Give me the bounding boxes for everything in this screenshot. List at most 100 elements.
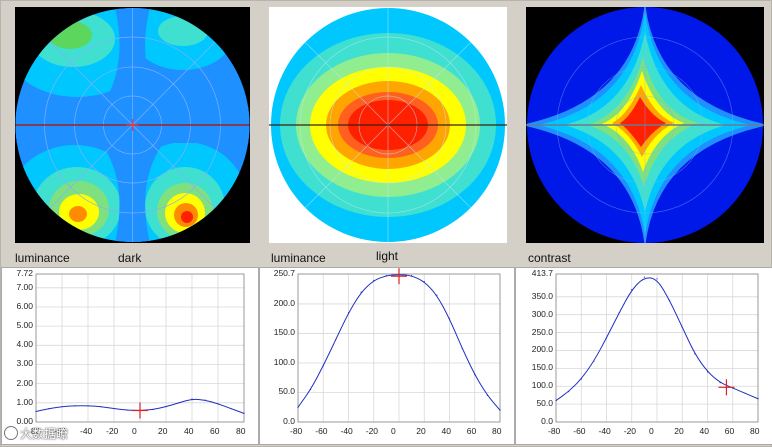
panel-caption-right: dark (118, 251, 142, 265)
contour-band (181, 211, 193, 223)
data-point (631, 289, 633, 291)
center-marker (126, 119, 139, 131)
data-point (48, 407, 50, 410)
x-tick-label: 80 (492, 426, 502, 436)
x-tick-label: -80 (28, 426, 41, 436)
y-tick-label: 50.0 (278, 386, 295, 397)
y-tick-label: 6.00 (16, 300, 33, 311)
data-point (448, 318, 451, 320)
contrast-profile-chart: 413.7 350.0 300.0 250.0 200.0 150.0 100.0 50.0 0… (515, 267, 772, 445)
data-point (61, 406, 63, 408)
data-point (310, 388, 312, 391)
cursor-marker[interactable] (132, 402, 148, 419)
luminance-light-contour-plot (269, 7, 507, 243)
watermark-logo-icon (4, 426, 18, 440)
contour-band (48, 21, 92, 49)
y-tick-label: 7.00 (16, 281, 33, 292)
data-point (694, 353, 696, 355)
data-point (436, 294, 438, 296)
data-point (669, 299, 671, 301)
x-tick-label: -60 (54, 426, 67, 436)
cursor-marker[interactable] (718, 379, 735, 396)
data-point (297, 406, 299, 408)
series-line (555, 277, 759, 401)
x-tick-label: 80 (236, 426, 246, 436)
x-tick-label: 20 (674, 426, 684, 436)
data-point (474, 374, 476, 376)
x-tick-label: 0 (391, 426, 396, 436)
x-tick-label: -40 (80, 426, 93, 436)
y-tick-label: 50.0 (536, 398, 553, 409)
y-tick-label: 350.0 (531, 290, 553, 301)
x-tick-label: 60 (210, 426, 220, 436)
data-point (243, 412, 245, 414)
data-point (385, 274, 387, 277)
data-point (499, 409, 501, 411)
data-point (486, 394, 488, 397)
data-point (87, 405, 89, 407)
y-tick-label: 1.00 (16, 396, 33, 407)
data-point (347, 312, 350, 314)
data-point (204, 399, 206, 401)
data-point (643, 276, 645, 278)
data-point (593, 360, 595, 362)
data-point (322, 365, 324, 367)
y-tick-label: 150.0 (531, 362, 553, 373)
panel-caption-left: luminance (15, 251, 70, 265)
data-point (568, 390, 570, 393)
y-tick-label: 250.7 (273, 268, 295, 278)
x-tick-label: -40 (598, 426, 611, 436)
data-point (656, 278, 658, 280)
x-tick-label: -60 (315, 426, 328, 436)
y-tick-label: 3.00 (16, 358, 33, 369)
x-tick-label: -80 (548, 426, 561, 436)
data-point (757, 398, 759, 400)
y-tick-label: 200.0 (531, 344, 553, 355)
y-tick-label: 4.00 (16, 339, 33, 350)
data-point (360, 291, 362, 293)
x-tick-label: 0 (132, 426, 137, 436)
x-tick-label: -60 (573, 426, 586, 436)
data-point (217, 403, 219, 405)
data-point (461, 347, 463, 349)
x-tick-label: -20 (623, 426, 637, 436)
data-point (113, 407, 115, 410)
data-point (618, 312, 620, 314)
x-tick-label: 0 (649, 426, 654, 436)
luminance-dark-profile-chart: 7.72 7.00 6.00 5.00 4.00 3.00 2.00 1.00 0.00 -80 -… (1, 267, 259, 445)
data-point (74, 405, 76, 407)
x-tick-label: 60 (466, 426, 477, 436)
data-point (555, 399, 557, 402)
watermark-text: 大数据瞭 (20, 427, 69, 441)
data-point (178, 402, 180, 404)
x-tick-label: 20 (158, 426, 168, 436)
data-point (230, 407, 232, 410)
y-tick-label: 413.7 (531, 268, 553, 278)
contour-band (69, 206, 87, 222)
data-point (335, 338, 337, 340)
x-tick-label: 60 (724, 426, 735, 436)
series-line (297, 274, 501, 411)
y-tick-label: 0.0 (283, 416, 295, 426)
y-tick-label: 150.0 (273, 327, 295, 338)
data-point (100, 406, 102, 408)
panel-caption-left: luminance (271, 251, 326, 265)
data-point (719, 382, 721, 384)
y-tick-label: 100.0 (273, 356, 295, 367)
plot-area-frame (555, 273, 759, 423)
data-point (373, 279, 375, 281)
cursor-marker[interactable] (391, 268, 407, 285)
chart-svg (297, 268, 501, 423)
y-tick-label: 2.00 (16, 377, 33, 388)
data-point (152, 408, 154, 411)
y-tick-label: 5.00 (16, 320, 33, 331)
data-point (411, 274, 413, 277)
panel-caption-right: light (376, 249, 399, 263)
contrast-contour-plot (526, 7, 764, 243)
x-tick-label: 40 (184, 426, 194, 436)
x-tick-label: -80 (290, 426, 303, 436)
panel-caption-left: contrast (528, 251, 571, 265)
data-point (706, 371, 709, 373)
luminance-light-profile-chart: 250.7 200.0 150.0 100.0 50.0 0.0 -80 -60 -40 -20 0… (259, 267, 515, 445)
